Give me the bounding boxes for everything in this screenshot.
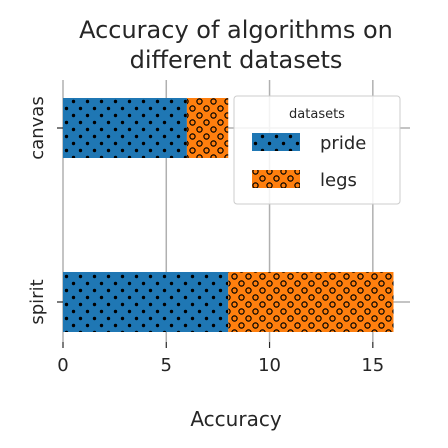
bar-spirit-legs [228,272,394,332]
y-tick-label-spirit: spirit [27,279,48,324]
x-tick-label-15: 15 [361,355,384,376]
legend-swatch-legs [252,170,300,188]
x-tick-label-10: 10 [258,355,281,376]
bars [63,98,394,332]
bar-canvas-pride [63,98,187,158]
legend: datasets pride legs [233,95,401,205]
legend-label-pride: pride [320,133,366,154]
x-tick-label-0: 0 [57,355,68,376]
legend-title: datasets [289,107,345,122]
chart-title-line-2: different datasets [130,46,343,74]
legend-label-legs: legs [320,170,357,191]
chart-title-line-1: Accuracy of algorithms on [79,16,393,44]
y-tick-label-canvas: canvas [27,96,48,159]
bar-spirit-pride [63,272,229,332]
legend-swatch-pride [252,133,300,151]
axis-ticks: 0 5 10 15 spirit canvas [27,96,384,376]
bar-canvas-legs [186,98,229,158]
x-axis-label: Accuracy [190,407,281,431]
x-tick-label-5: 5 [161,355,172,376]
